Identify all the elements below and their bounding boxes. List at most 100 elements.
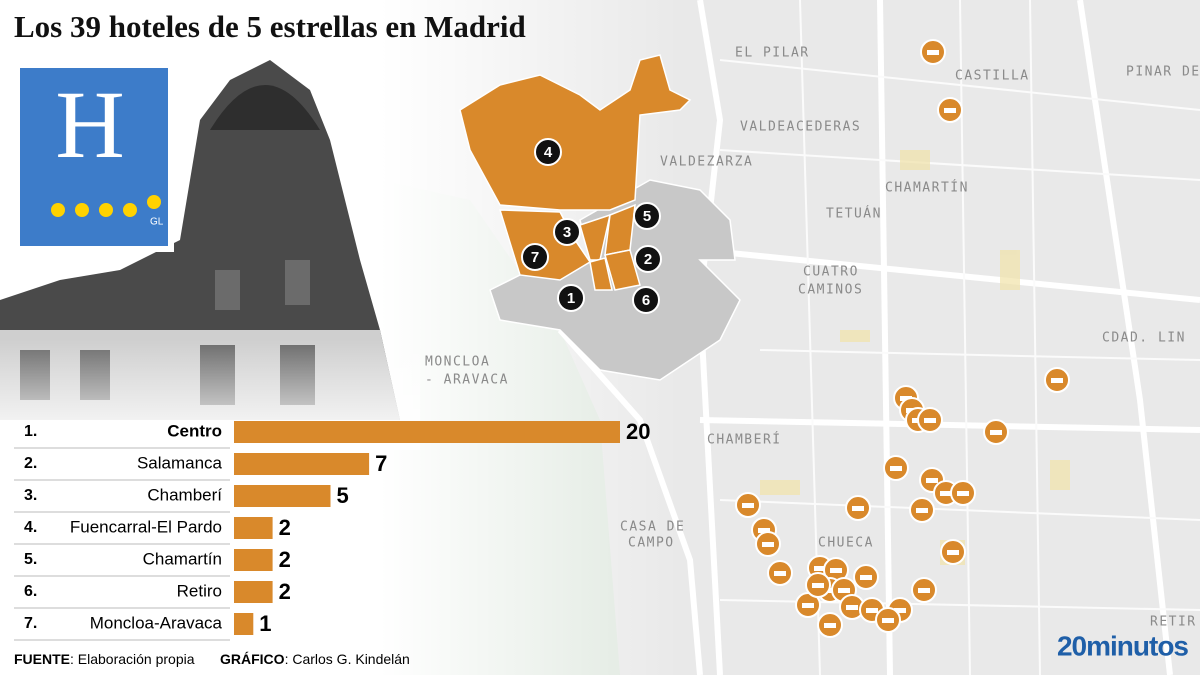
category-label: Salamanca: [137, 453, 223, 472]
value-label: 1: [259, 611, 271, 636]
hotel-icon-bed: [926, 478, 938, 483]
hotel-icon-bed: [1051, 378, 1063, 383]
bar: [234, 421, 620, 443]
hotel-icon-bed: [947, 550, 959, 555]
district-marker: [633, 202, 661, 230]
map-label: - ARAVACA: [425, 373, 509, 388]
bar: [234, 549, 273, 571]
bar: [234, 485, 331, 507]
map-label: PINAR DEL R: [1126, 65, 1200, 80]
map-label: VALDEACEDERAS: [740, 120, 861, 135]
hotel-icon-bed: [742, 503, 754, 508]
chart-title: Los 39 hoteles de 5 estrellas en Madrid: [14, 9, 526, 44]
map-label: CASTILLA: [955, 69, 1030, 84]
hotel-icon-bed: [802, 603, 814, 608]
hotel-icon-bed: [916, 508, 928, 513]
category-label: Chamartín: [143, 549, 222, 568]
district-marker: [632, 286, 660, 314]
category-label: Centro: [167, 421, 222, 440]
district-number: 2: [644, 251, 652, 268]
bar: [234, 517, 273, 539]
hotel-icon-bed: [758, 528, 770, 533]
rank-label: 1.: [24, 423, 37, 440]
bar: [234, 453, 370, 475]
hotel-icon-bed: [944, 108, 956, 113]
district-map: [459, 54, 741, 381]
value-label: 2: [279, 515, 291, 540]
map-label: TETUÁN: [826, 206, 882, 222]
credit-label: GRÁFICO: [220, 651, 285, 667]
value-label: 5: [337, 483, 349, 508]
district-number: 6: [642, 292, 650, 309]
hotel-icon-bed: [814, 566, 826, 571]
hotel-icon-bed: [924, 418, 936, 423]
hotel-icon-bed: [890, 466, 902, 471]
hotel-icon-bed: [860, 575, 872, 580]
hotel-icon-bed: [852, 506, 864, 511]
map-label: CASA DE: [620, 520, 685, 535]
source: FUENTE: Elaboración propia: [14, 651, 195, 667]
map-label: EL PILAR: [735, 46, 810, 61]
rank-label: 5.: [24, 551, 37, 568]
map-label: CHAMARTÍN: [885, 180, 969, 196]
category-label: Fuencarral-El Pardo: [70, 517, 222, 536]
district-number: 7: [531, 249, 539, 266]
value-label: 2: [279, 579, 291, 604]
hotel-logo: H GL: [14, 62, 174, 252]
hotel-icon-bed: [812, 583, 824, 588]
rank-label: 7.: [24, 615, 37, 632]
category-label: Retiro: [177, 581, 222, 600]
category-label: Moncloa-Aravaca: [90, 613, 223, 632]
map-label: CAMPO: [628, 536, 675, 551]
district-marker: [634, 245, 662, 273]
map-label: CHAMBERÍ: [707, 432, 782, 448]
district-marker: [557, 284, 585, 312]
bar: [234, 581, 273, 603]
hotel-icon-bed: [882, 618, 894, 623]
logo-letter: H: [55, 71, 124, 178]
hotel-icon-bed: [824, 588, 836, 593]
map-label: CUATRO: [803, 265, 859, 280]
value-label: 20: [626, 419, 650, 444]
map-label: MONCLOA: [425, 355, 490, 370]
hotel-icon-bed: [866, 608, 878, 613]
rank-label: 4.: [24, 519, 37, 536]
rank-label: 3.: [24, 487, 37, 504]
map-label: RETIR: [1150, 615, 1197, 630]
source-text: : Elaboración propia: [70, 651, 195, 667]
hotel-icon-bed: [846, 605, 858, 610]
value-label: 7: [375, 451, 387, 476]
hotel-icon-bed: [918, 588, 930, 593]
hotel-icon-bed: [957, 491, 969, 496]
value-label: 2: [279, 547, 291, 572]
district-number: 5: [643, 208, 651, 225]
logo-tag: GL: [150, 217, 164, 228]
source-label: FUENTE: [14, 651, 70, 667]
district-marker: [553, 218, 581, 246]
category-label: Chamberí: [147, 485, 222, 504]
credit: GRÁFICO: Carlos G. Kindelán: [220, 651, 410, 667]
map-label: VALDEZARZA: [660, 155, 753, 170]
hotel-icon-bed: [990, 430, 1002, 435]
brand-logo: 20minutos: [1057, 630, 1188, 661]
hotel-icon-bed: [927, 50, 939, 55]
bar: [234, 613, 254, 635]
district-number: 1: [567, 290, 575, 307]
hotel-icon-bed: [940, 491, 952, 496]
map-label: CDAD. LIN: [1102, 331, 1186, 346]
district-number: 3: [563, 224, 571, 241]
hotel-icon-bed: [824, 623, 836, 628]
district-marker: [534, 138, 562, 166]
rank-label: 2.: [24, 455, 37, 472]
district-marker: [521, 243, 549, 271]
rank-label: 6.: [24, 583, 37, 600]
hotel-icon-bed: [774, 571, 786, 576]
district-number: 4: [544, 144, 553, 161]
hotel-icon-bed: [830, 568, 842, 573]
hotel-icon-bed: [762, 542, 774, 547]
credit-text: : Carlos G. Kindelán: [285, 651, 410, 667]
map-label: CAMINOS: [798, 283, 863, 298]
hotel-icon-bed: [838, 588, 850, 593]
map-label: CHUECA: [818, 536, 874, 551]
